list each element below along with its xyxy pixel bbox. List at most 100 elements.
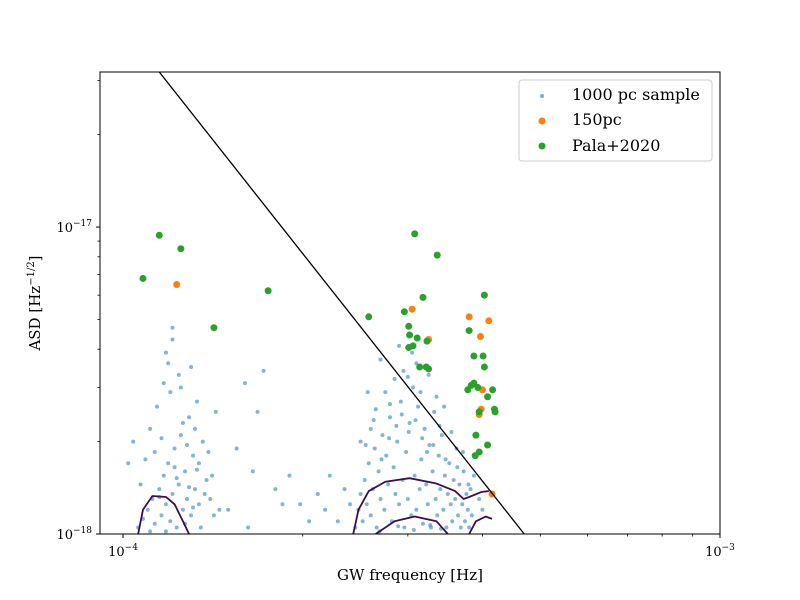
1000-pc-sample-point (431, 442, 436, 447)
pala-2020-point (423, 337, 431, 345)
1000-pc-sample-point (401, 368, 406, 373)
1000-pc-sample-point (170, 491, 175, 496)
pala-2020-point (416, 363, 424, 371)
pala-2020-point (489, 386, 497, 394)
1000-pc-sample-point (466, 482, 471, 487)
1000-pc-sample-point (172, 465, 177, 470)
1000-pc-sample-point (255, 409, 260, 414)
1000-pc-sample-point (152, 521, 157, 526)
density-contour-line (375, 515, 449, 534)
1000-pc-sample-point (161, 381, 166, 386)
1000-pc-sample-point (469, 513, 474, 518)
pala-2020-point (139, 274, 147, 282)
1000-pc-sample-point (362, 477, 367, 482)
1000-pc-sample-point (387, 402, 392, 407)
1000-pc-sample-point (396, 524, 401, 529)
pala-2020-point (433, 251, 441, 259)
1000-pc-sample-point (187, 415, 192, 420)
1000-pc-sample-point (174, 476, 179, 481)
legend-label-150pc: 150pc (572, 110, 622, 129)
1000-pc-sample-point (422, 426, 427, 431)
1000-pc-sample-point (234, 446, 239, 451)
1000-pc-sample-point (397, 343, 402, 348)
1000-pc-sample-point (450, 519, 455, 524)
1000-pc-sample-point (434, 394, 439, 399)
1000-pc-sample-point (372, 446, 377, 451)
1000-pc-sample-point (159, 436, 164, 441)
1000-pc-sample-point (383, 390, 388, 395)
1000-pc-sample-point (374, 525, 379, 530)
1000-pc-sample-point (298, 502, 303, 507)
1000-pc-sample-point (387, 436, 392, 441)
1000-pc-sample-point (413, 418, 418, 423)
1000-pc-sample-point (480, 507, 485, 512)
1000-pc-sample-point (180, 420, 185, 425)
1000-pc-sample-point (191, 505, 196, 510)
1000-pc-sample-point (373, 407, 378, 412)
1000-pc-sample-point (131, 439, 136, 444)
1000-pc-sample-point (157, 487, 162, 492)
1000-pc-sample-point (315, 491, 320, 496)
y-tick-label: 10−17 (56, 219, 92, 236)
1000-pc-sample-point (460, 449, 465, 454)
1000-pc-sample-point (427, 442, 432, 447)
y-tick-label: 10−18 (56, 526, 92, 543)
1000-pc-sample-point (411, 528, 416, 533)
1000-pc-sample-point (170, 325, 175, 330)
axis-ticks: 10−4 10−3 10−18 10−17 (56, 80, 735, 560)
1000-pc-sample-point (402, 525, 407, 530)
1000-pc-sample-point (213, 409, 218, 414)
1000-pc-sample-point (416, 404, 421, 409)
pala-2020-point (425, 365, 433, 373)
1000-pc-sample-point (439, 433, 444, 438)
1000-pc-sample-point (204, 477, 209, 482)
1000-pc-sample-point (168, 519, 173, 524)
1000-pc-sample-point (187, 485, 192, 490)
x-tick-label: 10−4 (108, 543, 138, 560)
1000-pc-sample-point (438, 487, 443, 492)
pala-2020-point (480, 363, 488, 371)
pala-2020-point (475, 448, 483, 456)
1000-pc-sample-point (166, 361, 171, 366)
1000-pc-sample-point (307, 519, 312, 524)
1000-pc-sample-point (424, 482, 429, 487)
1000-pc-sample-point (176, 482, 181, 487)
y-axis-title-end: ] (26, 255, 44, 261)
pala-2020-point (411, 230, 419, 238)
pala-2020-point (365, 313, 373, 321)
1000-pc-sample-point (448, 502, 453, 507)
legend-label-pala2020: Pala+2020 (572, 136, 660, 155)
150pc-point (173, 280, 181, 288)
1000-pc-sample-point (445, 491, 450, 496)
legend-marker-150pc (538, 117, 546, 125)
1000-pc-sample-point (208, 497, 213, 502)
1000-pc-sample-point (407, 420, 412, 425)
1000-pc-sample-point (467, 525, 472, 530)
x-tick-label: 10−3 (705, 543, 735, 560)
1000-pc-sample-point (191, 453, 196, 458)
pala-2020-point (405, 322, 413, 330)
1000-pc-sample-point (414, 507, 419, 512)
1000-pc-sample-point (410, 385, 415, 390)
1000-pc-sample-point (425, 449, 430, 454)
1000-pc-sample-point (443, 457, 448, 462)
1000-pc-sample-point (200, 439, 205, 444)
1000-pc-sample-point (148, 426, 153, 431)
1000-pc-sample-point (455, 513, 460, 518)
pala-2020-point (472, 431, 480, 439)
150pc-point (465, 313, 473, 321)
1000-pc-sample-point (126, 461, 131, 466)
pala-2020-point (484, 441, 492, 449)
1000-pc-sample-point (397, 502, 402, 507)
150pc-point (476, 332, 484, 340)
1000-pc-sample-point (194, 399, 199, 404)
pala-2020-point (419, 293, 427, 301)
density-contour-line (468, 515, 493, 534)
plot-area (126, 72, 525, 534)
pala-2020-point (177, 245, 185, 253)
1000-pc-sample-point (435, 513, 440, 518)
1000-pc-sample-point (405, 497, 410, 502)
1000-pc-sample-point (455, 465, 460, 470)
1000-pc-sample-point (432, 409, 437, 414)
